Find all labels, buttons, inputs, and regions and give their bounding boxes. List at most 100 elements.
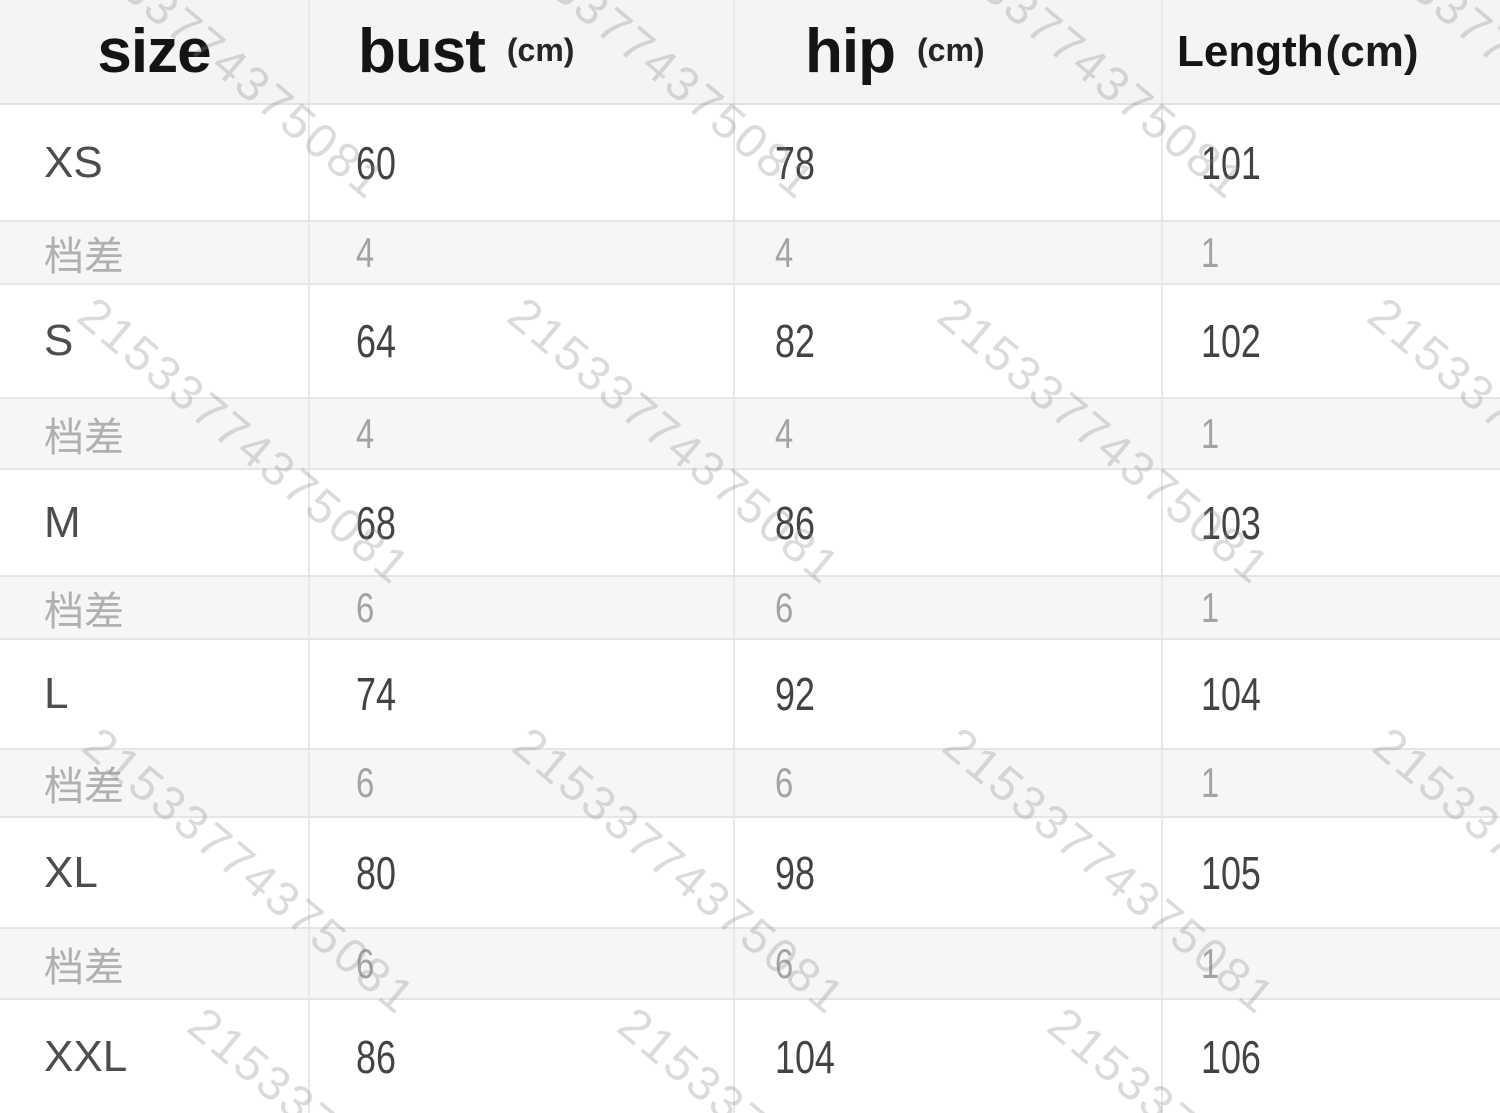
diff-row: 档差 4 4 1 xyxy=(0,397,1500,470)
row-label: 档差 xyxy=(44,945,124,990)
column-header-label: hip xyxy=(805,16,896,86)
diff-row: 档差 4 4 1 xyxy=(0,220,1500,285)
hip-value: 92 xyxy=(775,668,815,720)
length-value: 1 xyxy=(1201,759,1220,806)
hip-value: 6 xyxy=(775,583,794,631)
cell-bust: 4 xyxy=(310,399,735,468)
cell-hip: 78 xyxy=(735,105,1163,220)
column-header-unit: (cm) xyxy=(916,31,985,68)
cell-bust: 60 xyxy=(310,105,735,220)
cell-bust: 6 xyxy=(310,577,735,638)
diff-row: 档差 6 6 1 xyxy=(0,927,1500,1000)
hip-value: 4 xyxy=(775,228,794,276)
row-label: L xyxy=(44,669,69,718)
cell-bust: 80 xyxy=(310,818,735,927)
bust-value: 4 xyxy=(356,228,375,276)
row-label: M xyxy=(44,497,81,547)
cell-hip: 6 xyxy=(735,577,1163,638)
hip-value: 86 xyxy=(775,496,815,549)
bust-value: 86 xyxy=(356,1030,396,1083)
length-value: 106 xyxy=(1201,1030,1261,1083)
cell-bust: 86 xyxy=(310,1000,735,1113)
cell-bust: 74 xyxy=(310,640,735,748)
cell-hip: 104 xyxy=(735,1000,1163,1113)
row-label: 档差 xyxy=(44,765,124,809)
cell-label: 档差 xyxy=(0,929,310,998)
header-cell-label: size xyxy=(0,0,310,103)
hip-value: 6 xyxy=(775,939,794,987)
column-header-label: bust xyxy=(358,16,486,86)
hip-value: 78 xyxy=(775,136,815,189)
cell-length: 101 xyxy=(1163,105,1500,220)
cell-bust: 6 xyxy=(310,929,735,998)
row-label: S xyxy=(44,316,74,365)
row-label: XXL xyxy=(44,1031,128,1081)
length-value: 1 xyxy=(1201,228,1220,276)
length-value: 1 xyxy=(1201,583,1220,631)
row-label: XL xyxy=(44,847,98,897)
bust-value: 64 xyxy=(356,315,396,367)
bust-value: 74 xyxy=(356,668,396,720)
header-cell-length: Length (cm) xyxy=(1163,0,1500,103)
cell-length: 1 xyxy=(1163,399,1500,468)
length-value: 101 xyxy=(1201,136,1261,189)
cell-length: 102 xyxy=(1163,285,1500,397)
cell-label: L xyxy=(0,640,310,748)
cell-hip: 6 xyxy=(735,750,1163,816)
diff-row: 档差 6 6 1 xyxy=(0,575,1500,640)
length-value: 105 xyxy=(1201,846,1261,899)
cell-label: XS xyxy=(0,105,310,220)
cell-bust: 68 xyxy=(310,470,735,575)
cell-hip: 86 xyxy=(735,470,1163,575)
size-row: S 64 82 102 xyxy=(0,285,1500,397)
hip-value: 82 xyxy=(775,315,815,367)
cell-length: 106 xyxy=(1163,1000,1500,1113)
cell-hip: 92 xyxy=(735,640,1163,748)
size-row: XL 80 98 105 xyxy=(0,818,1500,927)
table-body: XS 60 78 101 档差 4 4 1 S 64 82 102 档差 4 4 1 M 68 86 103 档差 6 6 1… xyxy=(0,105,1500,1113)
cell-hip: 6 xyxy=(735,929,1163,998)
size-row: M 68 86 103 xyxy=(0,470,1500,575)
row-label: XS xyxy=(44,137,103,187)
bust-value: 80 xyxy=(356,846,396,899)
cell-label: XL xyxy=(0,818,310,927)
diff-row: 档差 6 6 1 xyxy=(0,748,1500,818)
cell-label: 档差 xyxy=(0,222,310,283)
cell-label: 档差 xyxy=(0,399,310,468)
column-header-unit: (cm) xyxy=(506,31,575,68)
hip-value: 4 xyxy=(775,409,794,457)
bust-value: 6 xyxy=(356,939,375,987)
bust-value: 68 xyxy=(356,496,396,549)
size-row: XXL 86 104 106 xyxy=(0,1000,1500,1113)
cell-label: 档差 xyxy=(0,750,310,816)
header-cell-hip: hip (cm) xyxy=(735,0,1163,103)
size-row: XS 60 78 101 xyxy=(0,105,1500,220)
length-value: 104 xyxy=(1201,668,1261,720)
cell-length: 1 xyxy=(1163,750,1500,816)
length-value: 1 xyxy=(1201,409,1220,457)
cell-length: 103 xyxy=(1163,470,1500,575)
cell-bust: 6 xyxy=(310,750,735,816)
header-cell-bust: bust (cm) xyxy=(310,0,735,103)
length-value: 103 xyxy=(1201,496,1261,549)
length-value: 102 xyxy=(1201,315,1261,367)
hip-value: 104 xyxy=(775,1030,835,1083)
bust-value: 6 xyxy=(356,759,375,806)
cell-length: 104 xyxy=(1163,640,1500,748)
cell-length: 1 xyxy=(1163,929,1500,998)
cell-label: S xyxy=(0,285,310,397)
cell-length: 1 xyxy=(1163,222,1500,283)
row-label: 档差 xyxy=(44,234,124,279)
column-header-label: size xyxy=(97,16,211,86)
row-label: 档差 xyxy=(44,589,124,634)
table-header-row: size bust (cm) hip (cm) Length (cm) xyxy=(0,0,1500,105)
cell-length: 105 xyxy=(1163,818,1500,927)
cell-label: M xyxy=(0,470,310,575)
length-value: 1 xyxy=(1201,939,1220,987)
bust-value: 6 xyxy=(356,583,375,631)
cell-bust: 64 xyxy=(310,285,735,397)
cell-hip: 98 xyxy=(735,818,1163,927)
hip-value: 6 xyxy=(775,759,794,806)
cell-label: XXL xyxy=(0,1000,310,1113)
